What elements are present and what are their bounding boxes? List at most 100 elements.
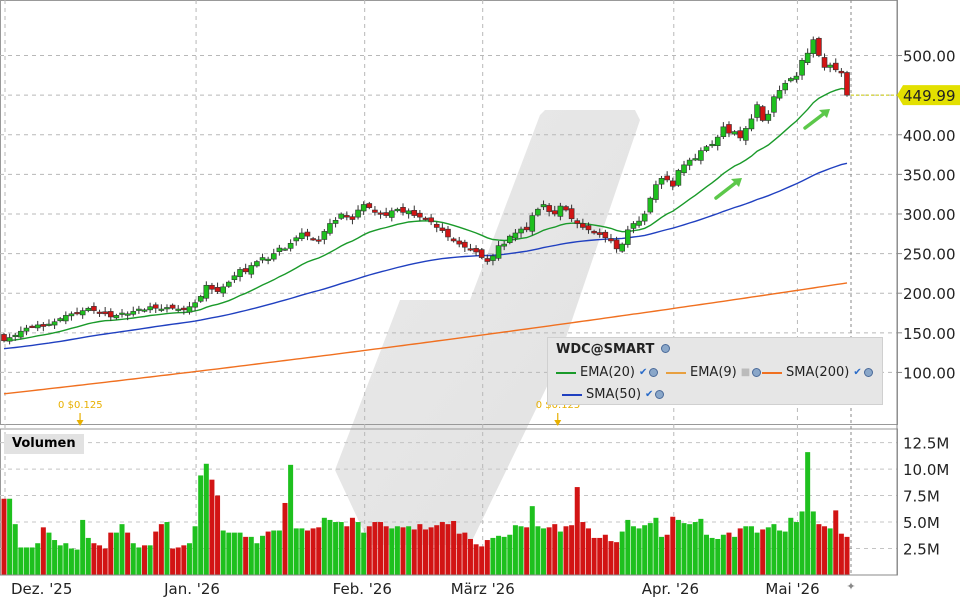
candle-body — [136, 308, 142, 311]
candle-body — [237, 269, 243, 278]
volume-bar — [529, 506, 535, 575]
candle-body — [630, 223, 637, 229]
legend-label: EMA(20) — [580, 365, 636, 380]
candle-body — [832, 62, 839, 71]
volume-bar — [74, 549, 80, 575]
y-tick-label: 300.00 — [903, 206, 956, 224]
volume-bar — [260, 535, 266, 575]
volume-bar — [248, 536, 254, 575]
volume-bar — [805, 452, 811, 575]
candle-body — [338, 213, 345, 219]
volume-bar — [130, 543, 136, 575]
candle-body — [388, 210, 395, 218]
candle-body — [439, 227, 446, 231]
ema20-swatch — [556, 371, 576, 374]
candle-body — [377, 212, 384, 215]
unchecked-icon[interactable]: ■ — [740, 367, 751, 378]
volume-bar — [282, 502, 288, 575]
volume-bar — [203, 463, 209, 575]
volume-bar — [777, 530, 783, 575]
candle-body — [490, 255, 496, 261]
legend-symbol[interactable]: WDC@SMART — [556, 342, 670, 357]
y-tick-label: 150.00 — [903, 325, 956, 343]
volume-bar — [619, 531, 625, 575]
volume-bar — [153, 531, 159, 575]
checkmark-icon[interactable]: ✔ — [639, 367, 648, 378]
volume-bar — [687, 524, 693, 575]
candle-body — [23, 327, 30, 332]
volume-bar — [52, 540, 58, 575]
candle-body — [411, 210, 418, 216]
candle-body — [321, 231, 328, 240]
volume-bar — [720, 534, 726, 575]
dividend-arrow-icon — [76, 420, 84, 426]
candle-body — [765, 113, 772, 121]
legend-item-sma200[interactable]: SMA(200) ✔ — [762, 365, 873, 380]
ema20-line — [3, 87, 848, 342]
volume-bar — [771, 524, 777, 575]
visibility-icon[interactable] — [660, 344, 670, 353]
candle-body — [557, 205, 564, 217]
checkmark-icon[interactable]: ✔ — [853, 367, 862, 378]
candle-body — [664, 175, 670, 181]
legend-item-sma50[interactable]: SMA(50) ✔ — [562, 387, 665, 402]
candle-body — [608, 238, 614, 242]
volume-bar — [113, 532, 119, 575]
volume-bar — [400, 527, 406, 575]
volume-bar — [484, 540, 490, 575]
volume-bar — [439, 522, 445, 575]
volume-bar — [108, 532, 114, 575]
volume-bar — [630, 526, 636, 575]
candle-body — [372, 209, 378, 213]
volume-bar — [321, 517, 327, 575]
checkmark-icon[interactable]: ✔ — [645, 389, 654, 400]
candle-body — [107, 311, 114, 318]
candle-body — [692, 158, 699, 161]
volume-panel-label: Volumen — [4, 434, 84, 454]
volume-bar — [271, 530, 277, 575]
candle-body — [759, 106, 766, 121]
volume-bar — [681, 523, 687, 575]
dividend-label: 0 $0.125 — [58, 400, 103, 411]
volume-bar — [788, 517, 794, 575]
candle-body — [332, 220, 339, 224]
candle-body — [34, 324, 41, 329]
volume-bar — [293, 528, 299, 575]
volume-bar — [636, 528, 642, 575]
candle-body — [473, 248, 479, 253]
volume-bar — [355, 522, 361, 575]
candle-body — [181, 307, 187, 311]
legend-item-ema20[interactable]: EMA(20) ✔ — [556, 365, 659, 380]
candle-body — [147, 306, 153, 311]
volume-bar — [456, 533, 462, 575]
settings-icon[interactable] — [863, 368, 873, 377]
trend-arrowhead-icon — [819, 109, 830, 118]
candle-body — [220, 286, 226, 294]
settings-icon[interactable] — [649, 368, 659, 377]
settings-icon[interactable] — [752, 368, 762, 377]
candle-body — [580, 223, 586, 228]
candle-body — [810, 39, 817, 54]
volume-bar — [715, 538, 721, 575]
candle-body — [596, 232, 603, 235]
settings-icon[interactable] — [655, 390, 665, 399]
volume-bar — [158, 524, 164, 575]
volume-bar — [231, 532, 237, 575]
sma200-line — [3, 282, 848, 395]
candle-body — [698, 150, 704, 161]
candle-body — [748, 118, 755, 130]
volume-bar — [569, 525, 575, 575]
legend-item-ema9[interactable]: EMA(9) ■ — [666, 365, 762, 380]
volume-bar — [704, 534, 709, 575]
volume-bar — [535, 526, 541, 575]
candle-body — [501, 243, 507, 247]
candle-body — [310, 238, 316, 241]
volume-bar — [142, 545, 147, 575]
volume-bar — [147, 545, 153, 575]
candle-body — [417, 212, 423, 218]
volume-bar — [518, 526, 524, 575]
candle-body — [327, 223, 333, 234]
candle-body — [518, 228, 524, 234]
candle-body — [214, 287, 221, 292]
candle-body — [141, 309, 148, 312]
